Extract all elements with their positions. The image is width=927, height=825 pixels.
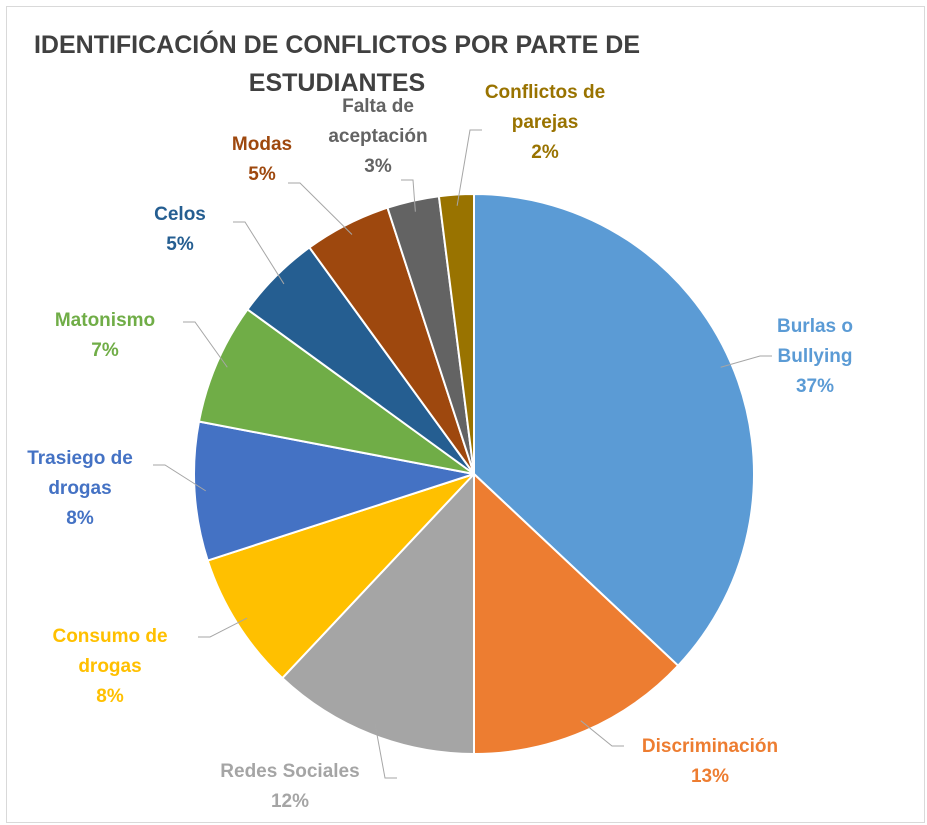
leader-line [288, 182, 353, 235]
leader-line [233, 221, 285, 285]
leader-line [183, 321, 228, 368]
pie-slice [473, 471, 680, 756]
leader-line [198, 617, 248, 638]
category-label: Discriminación [641, 736, 779, 757]
value-label: 5% [166, 234, 194, 255]
value-label: 8% [96, 686, 124, 707]
data-label: Celos 5% [140, 200, 220, 260]
pie-slice [193, 420, 475, 562]
value-label: 3% [364, 156, 392, 177]
data-label: Modas 5% [217, 130, 307, 190]
leader-line [456, 129, 482, 206]
value-label: 8% [66, 508, 94, 529]
data-label: Discriminación 13% [620, 732, 800, 792]
category-label: Conflictos de parejas [484, 82, 606, 133]
value-label: 7% [91, 340, 119, 361]
data-label: Consumo de drogas 8% [25, 622, 195, 712]
category-label: Matonismo [54, 310, 156, 331]
data-label: Conflictos de parejas 2% [465, 78, 625, 168]
pie-slice [473, 192, 755, 668]
value-label: 5% [248, 164, 276, 185]
category-label: Redes Sociales [220, 761, 360, 782]
pie-slice [206, 473, 475, 680]
data-label: Redes Sociales 12% [190, 757, 390, 817]
data-label: Matonismo 7% [35, 306, 175, 366]
pie-slice [280, 471, 475, 756]
value-label: 12% [270, 791, 310, 812]
pie-slice [197, 308, 475, 475]
leader-line [401, 179, 416, 212]
value-label: 13% [690, 766, 730, 787]
category-label: Trasiego de drogas [27, 448, 133, 499]
leader-line [374, 723, 397, 779]
leader-line [720, 355, 772, 368]
category-label: Modas [231, 134, 293, 155]
value-label: 2% [531, 142, 559, 163]
leader-line [153, 464, 206, 492]
category-label: Burlas o Bullying [776, 316, 854, 367]
value-label: 37% [795, 376, 835, 397]
category-label: Consumo de drogas [52, 626, 168, 677]
leader-line [580, 720, 624, 747]
data-label: Burlas o Bullying 37% [750, 312, 880, 402]
chart-title: IDENTIFICACIÓN DE CONFLICTOS POR PARTE D… [33, 31, 641, 97]
category-label: Celos [154, 204, 206, 225]
chart-frame [6, 6, 925, 823]
data-label: Trasiego de drogas 8% [10, 444, 150, 534]
pie-slice [437, 192, 475, 475]
data-label: Falta de aceptación 3% [318, 92, 438, 182]
category-label: Falta de aceptación [328, 96, 428, 147]
